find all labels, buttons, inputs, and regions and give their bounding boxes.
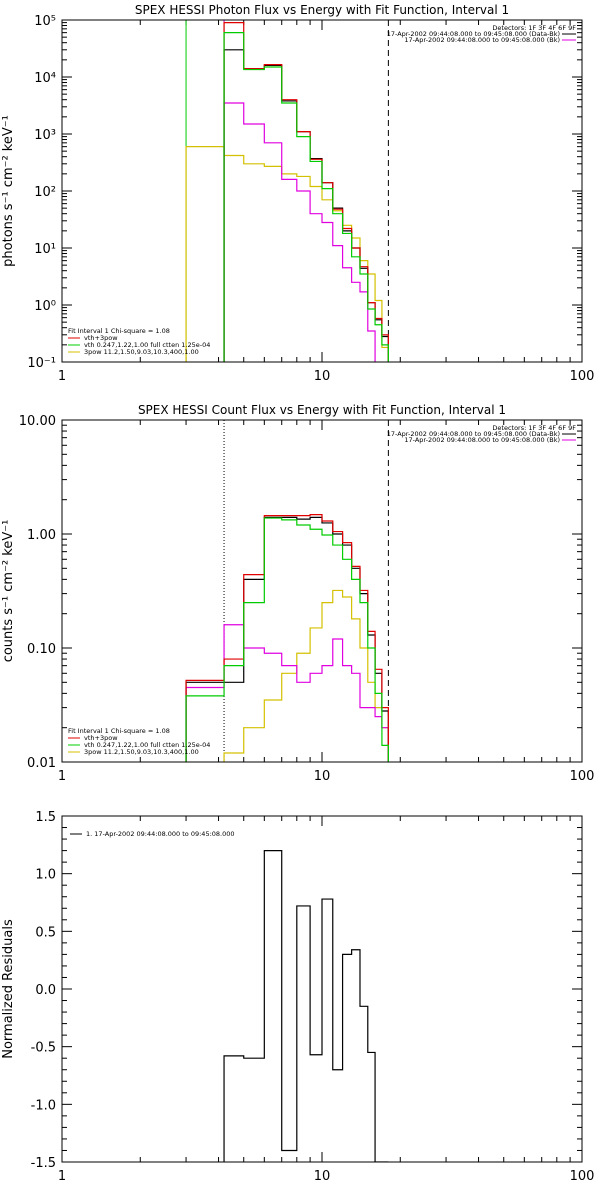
x-tick-label: 10 (314, 1169, 331, 1184)
y-tick-label: 1.0 (35, 868, 56, 883)
x-tick-label: 100 (570, 769, 595, 784)
legend-entry: Fit Interval 1 Chi-square = 1.08 (68, 727, 170, 735)
series-step-4 (223, 22, 389, 362)
chart-title: SPEX HESSI Count Flux vs Energy with Fit… (138, 403, 506, 417)
legend-entry: 1. 17-Apr-2002 09:44:08.000 to 09:45:08.… (86, 830, 235, 838)
legend-entry: 17-Apr-2002 09:44:08.000 to 09:45:08.000… (404, 436, 560, 444)
y-tick-label: 10³ (34, 128, 56, 143)
series-step-3 (223, 49, 389, 362)
series-step-1 (223, 850, 389, 1162)
x-tick-label: 1 (58, 369, 66, 384)
legend-entry: vth 0.247,1.22,1.00 full ctten 1.25e-04 (84, 741, 210, 749)
legend-entry: 3pow 11.2,1.50,9.03,10.3,400,1.00 (84, 748, 199, 756)
y-tick-label: 10⁵ (34, 14, 56, 29)
y-tick-label: 1.00 (27, 528, 56, 543)
y-tick-label: 1.5 (35, 810, 56, 825)
y-axis-label: counts s⁻¹ cm⁻² keV⁻¹ (1, 520, 16, 663)
y-axis-label: photons s⁻¹ cm⁻² keV⁻¹ (1, 115, 16, 267)
legend-entry: Detectors: 1F 3F 4F 6F 9F (492, 424, 576, 432)
y-tick-label: -1.0 (31, 1098, 56, 1113)
series-step-4 (185, 513, 389, 762)
legend-entry: 17-Apr-2002 09:44:08.000 to 09:45:08.000… (404, 36, 560, 44)
x-tick-label: 1 (58, 769, 66, 784)
y-tick-label: 10¹ (34, 242, 56, 257)
y-tick-label: 0.01 (27, 756, 56, 771)
y-axis-label: Normalized Residuals (1, 919, 16, 1059)
y-tick-label: 0.5 (35, 925, 56, 940)
series-step-3 (185, 516, 389, 762)
legend-entry: Fit Interval 1 Chi-square = 1.08 (68, 327, 170, 335)
series-step-2 (223, 102, 376, 362)
x-tick-label: 10 (314, 769, 331, 784)
x-tick-label: 100 (570, 1169, 595, 1184)
y-tick-label: -1.5 (31, 1156, 56, 1171)
legend-entry: 17-Apr-2002 09:44:08.000 to 09:45:08.000… (387, 430, 560, 438)
y-tick-label: -0.5 (31, 1041, 56, 1056)
y-tick-label: 10⁰ (34, 299, 56, 314)
plot-frame (61, 815, 583, 1163)
y-tick-label: 0.0 (35, 983, 56, 998)
legend-entry: 17-Apr-2002 09:44:08.000 to 09:45:08.000… (387, 30, 560, 38)
legend-entry: vth+3pow (84, 334, 118, 342)
x-tick-label: 10 (314, 369, 331, 384)
y-tick-label: 10⁴ (34, 71, 56, 86)
y-tick-label: 10.00 (19, 414, 56, 429)
series-step-1 (223, 589, 389, 762)
chart-panel-1: SPEX HESSI Photon Flux vs Energy with Fi… (1, 3, 594, 384)
series-step-2 (185, 624, 389, 762)
series-step-5 (223, 32, 389, 362)
plot-frame (61, 19, 583, 363)
series-step-1 (185, 146, 389, 362)
x-tick-label: 1 (58, 1169, 66, 1184)
legend-entry: Detectors: 1F 3F 4F 6F 9F (492, 24, 576, 32)
legend-entry: 3pow 11.2,1.50,9.03,10.3,400,1.00 (84, 348, 199, 356)
plot-frame (61, 419, 583, 763)
x-tick-label: 100 (570, 369, 595, 384)
y-tick-label: 10⁻¹ (27, 356, 56, 371)
legend-entry: vth+3pow (84, 734, 118, 742)
legend-entry: vth 0.247,1.22,1.00 full ctten 1.25e-04 (84, 341, 210, 349)
series-step-5 (185, 517, 389, 762)
chart-panel-2: SPEX HESSI Count Flux vs Energy with Fit… (1, 403, 594, 784)
chart-panel-3: Normalized Residuals 1 10 100 -1.5 -1.0 -0.5 0.… (1, 810, 594, 1184)
y-tick-label: 0.10 (27, 642, 56, 657)
y-tick-label: 10² (34, 185, 56, 200)
chart-title: SPEX HESSI Photon Flux vs Energy with Fi… (135, 3, 509, 17)
